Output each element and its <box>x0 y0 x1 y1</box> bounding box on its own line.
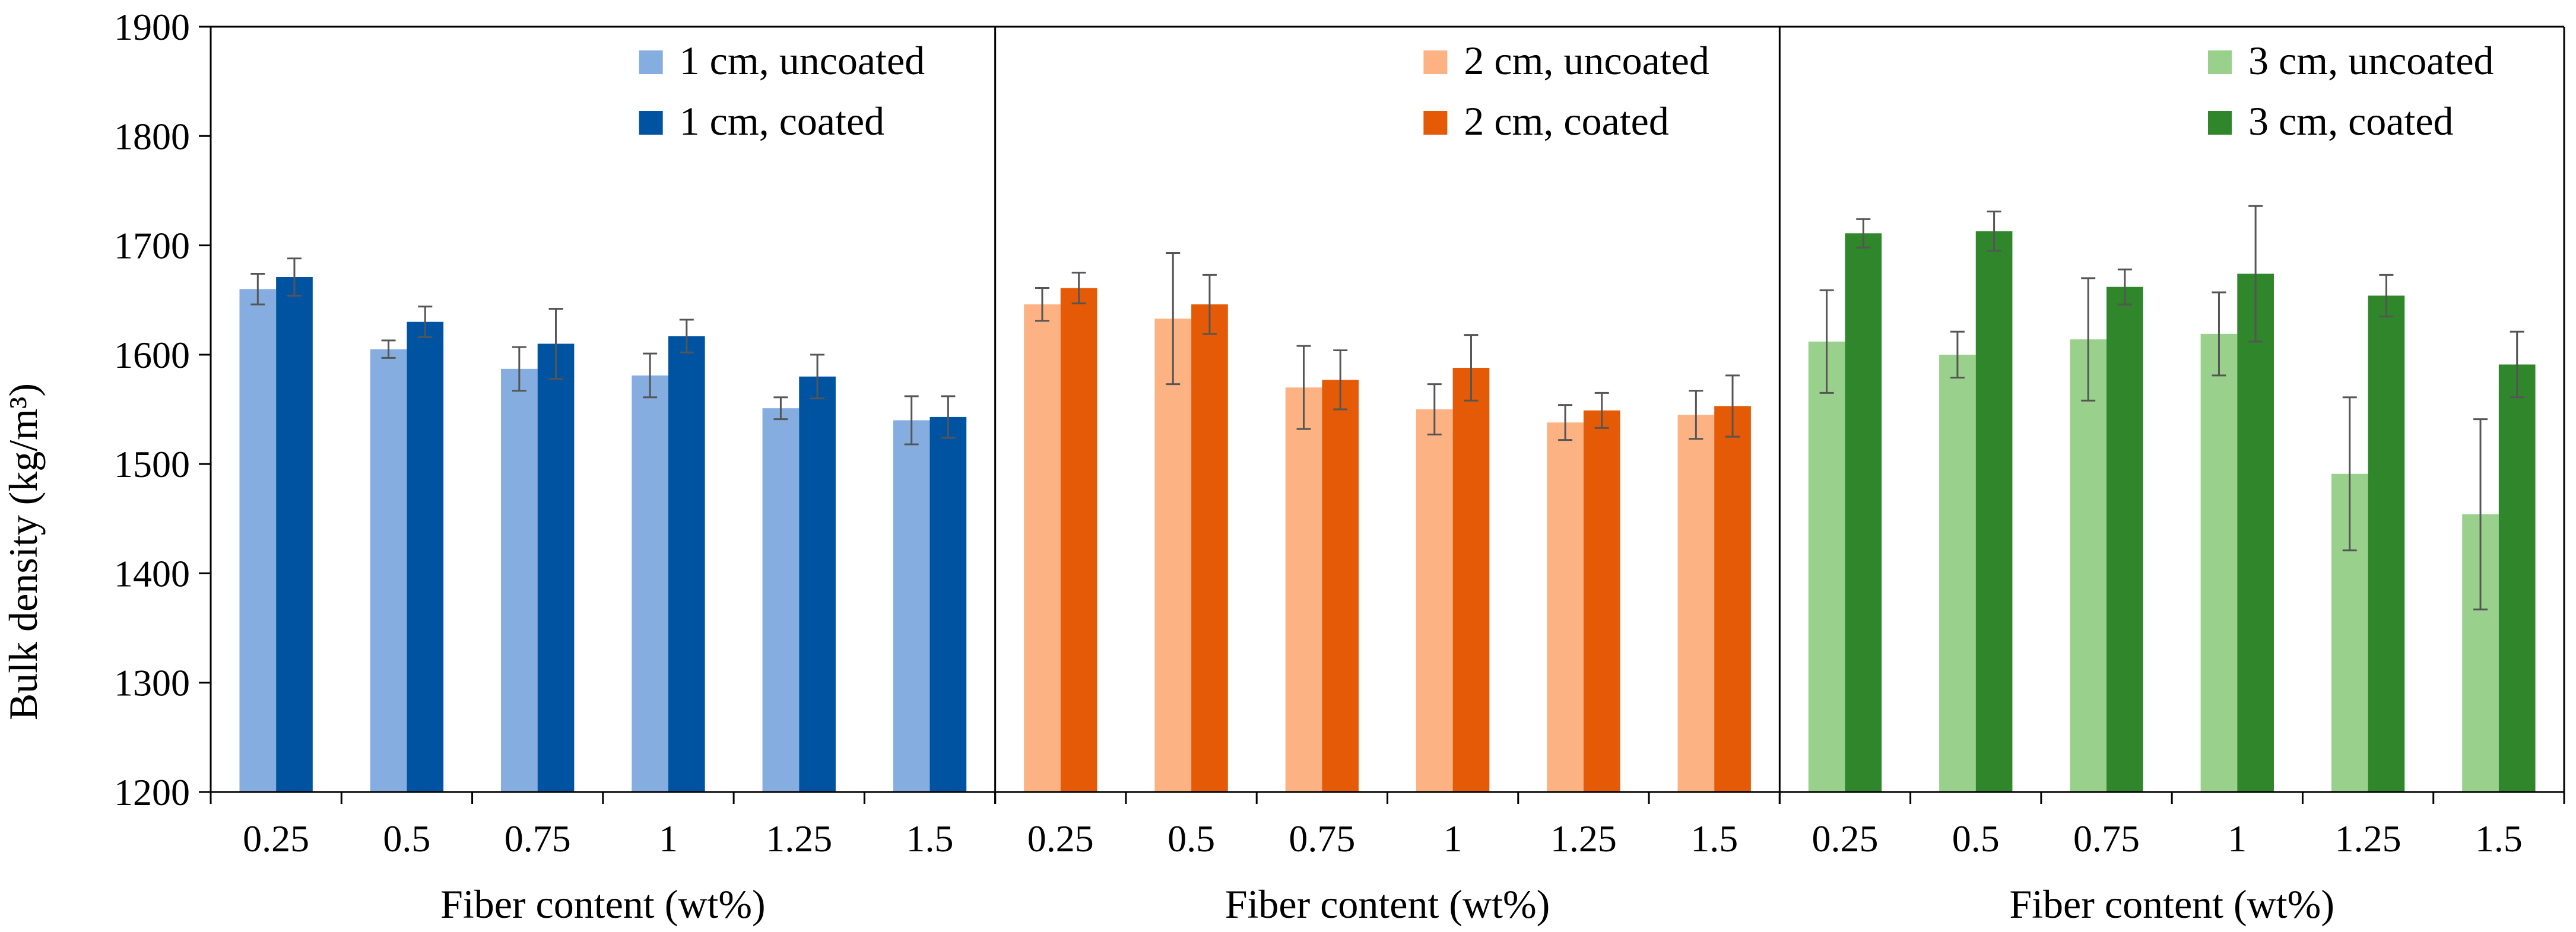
bar <box>1547 422 1584 792</box>
axes-layer <box>199 26 2565 804</box>
legend-label: 3 cm, coated <box>2248 98 2454 144</box>
legend-swatch <box>2208 50 2232 74</box>
bar <box>2237 273 2274 792</box>
bar <box>1808 341 1845 792</box>
x-tick-label: 1.5 <box>906 818 954 860</box>
y-tick-label: 1300 <box>114 662 190 704</box>
x-tick-label: 0.5 <box>1952 818 2000 860</box>
bar <box>762 408 800 792</box>
x-tick-label: 1.5 <box>2475 818 2523 860</box>
bar <box>1024 304 1061 792</box>
legend-label: 1 cm, uncoated <box>680 38 925 83</box>
bar <box>501 368 538 792</box>
bars-layer <box>239 205 2536 793</box>
bar <box>370 349 407 792</box>
bar <box>1452 367 1490 792</box>
bar <box>2107 287 2143 793</box>
x-tick-label: 0.5 <box>1168 818 1215 860</box>
bar <box>407 322 444 792</box>
x-axis-title: Fiber content (wt%) <box>2009 882 2334 927</box>
bar <box>632 375 668 792</box>
x-tick-label: 1 <box>2228 818 2247 860</box>
y-tick-label: 1600 <box>114 334 190 376</box>
y-tick-label: 1900 <box>114 6 190 48</box>
x-tick-label: 0.5 <box>383 818 430 860</box>
x-tick-label: 0.75 <box>1289 818 1355 860</box>
legend-label: 2 cm, uncoated <box>1464 38 1709 83</box>
bar <box>929 416 967 792</box>
y-axis-title: Bulk density (kg/m³) <box>1 383 46 720</box>
y-tick-label: 1400 <box>114 552 190 594</box>
bar <box>239 289 277 792</box>
bar <box>1416 409 1453 792</box>
x-tick-label: 1 <box>1444 818 1463 860</box>
x-tick-label: 1.5 <box>1690 818 1738 860</box>
legend-swatch <box>2208 111 2232 135</box>
x-tick-label: 1.25 <box>2335 818 2401 860</box>
x-tick-label: 1.25 <box>766 818 832 860</box>
bar <box>537 343 575 792</box>
x-tick-label: 0.75 <box>2073 818 2140 860</box>
legend-label: 3 cm, uncoated <box>2248 38 2494 83</box>
y-tick-label: 1700 <box>114 225 190 267</box>
bar <box>2200 333 2238 792</box>
bar <box>1154 319 1192 792</box>
bar <box>2368 295 2405 792</box>
legend-swatch <box>1423 50 1448 74</box>
bar <box>1975 231 2013 793</box>
labels-layer: 1200 1300 1400 1500 1600 1700 1800 1900 0.25 0.5 0… <box>114 6 2523 927</box>
x-tick-label: 0.25 <box>1027 818 1094 860</box>
bar <box>1191 304 1228 792</box>
bar <box>1060 288 1097 792</box>
x-tick-label: 1.25 <box>1550 818 1617 860</box>
legend-swatch <box>639 111 663 135</box>
bar <box>276 277 313 792</box>
bar <box>1583 410 1620 792</box>
y-tick-label: 1800 <box>114 115 190 157</box>
bar <box>2498 364 2536 792</box>
bar <box>1845 233 1882 792</box>
y-tick-label: 1200 <box>114 771 190 813</box>
x-axis-title: Fiber content (wt%) <box>1225 882 1550 927</box>
x-tick-label: 0.25 <box>1812 818 1878 860</box>
legend-label: 2 cm, coated <box>1464 98 1669 144</box>
bar <box>2070 339 2107 792</box>
y-tick-label: 1500 <box>114 443 190 485</box>
bar <box>893 420 930 792</box>
bar <box>668 336 705 792</box>
legend-layer: 1 cm, uncoated 1 cm, coated 2 cm, uncoated… <box>639 38 2494 144</box>
x-tick-label: 0.75 <box>505 818 571 860</box>
legend-label: 1 cm, coated <box>680 98 885 144</box>
bar <box>1939 354 1976 792</box>
bar <box>1714 406 1751 792</box>
bar <box>1677 415 1715 792</box>
bar <box>1322 380 1359 792</box>
x-axis-title: Fiber content (wt%) <box>440 882 766 927</box>
legend-swatch <box>1423 111 1448 135</box>
x-tick-label: 1 <box>659 818 678 860</box>
legend-swatch <box>639 50 663 74</box>
bar <box>799 376 836 792</box>
bar <box>1285 387 1322 792</box>
x-tick-label: 0.25 <box>243 818 309 860</box>
